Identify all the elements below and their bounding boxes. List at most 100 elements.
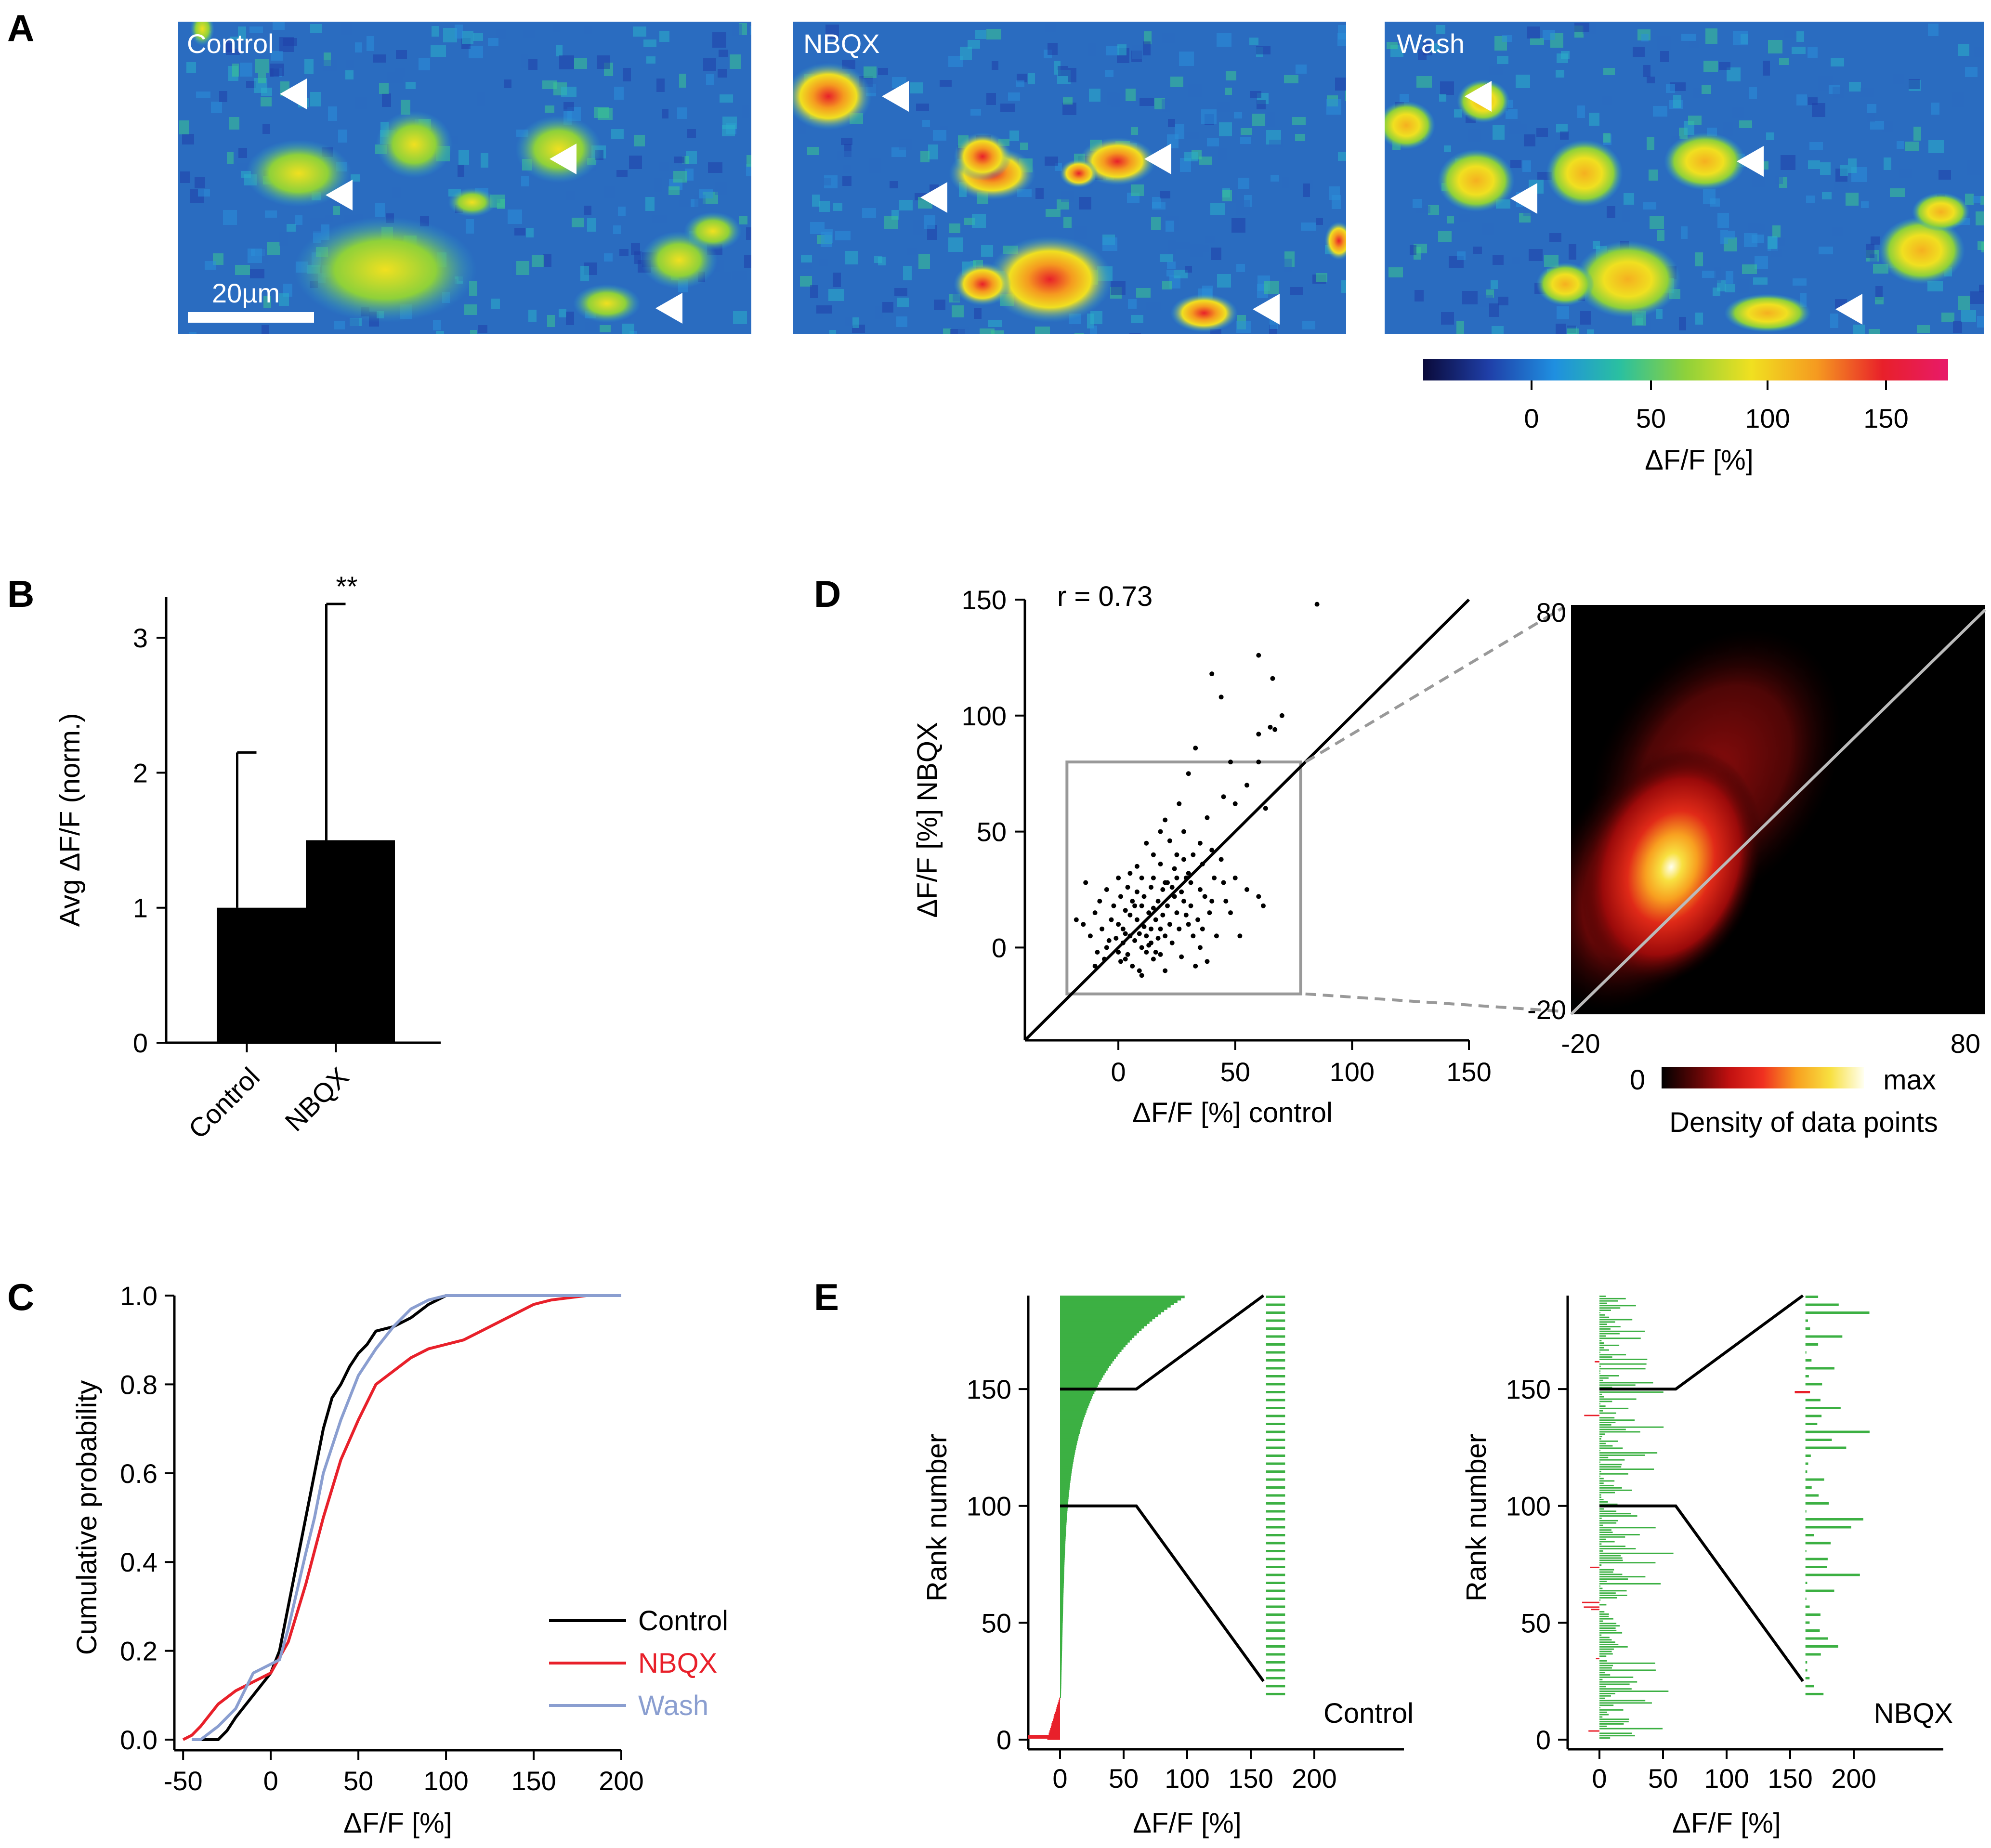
- e-rank-bar: [1599, 1487, 1622, 1489]
- e-rank-bar: [1599, 1599, 1601, 1601]
- e-rank-bar: [1599, 1637, 1610, 1638]
- d-point: [1232, 875, 1238, 880]
- noise-pixel: [1290, 287, 1303, 295]
- d-point: [1205, 815, 1210, 820]
- colorbar-a-tick-label: 0: [1524, 403, 1539, 433]
- e-rank-bar: [1599, 1466, 1622, 1468]
- density-colorbar-max: max: [1883, 1064, 1936, 1096]
- e-rank-bar: [1599, 1455, 1645, 1456]
- density-y-tick-label: 80: [1536, 597, 1566, 628]
- noise-pixel: [1111, 281, 1126, 295]
- e-inset-bar: [1805, 1439, 1832, 1441]
- e-rank-bar: [1060, 1541, 1066, 1544]
- cell-blob: [1170, 294, 1238, 332]
- e-inset-bar: [1805, 1692, 1824, 1695]
- panel-d-density: 80 -20-20 80 0 max Density of data points: [1527, 597, 1987, 1138]
- noise-pixel: [1250, 91, 1261, 98]
- cell-blob: [1575, 241, 1681, 318]
- noise-pixel: [1241, 128, 1252, 135]
- noise-pixel: [1416, 76, 1432, 88]
- noise-pixel: [273, 22, 285, 30]
- noise-pixel: [1502, 35, 1512, 42]
- noise-pixel: [1673, 95, 1681, 108]
- e-rank-bar: [1599, 1335, 1606, 1337]
- e-rank-bar: [1599, 1333, 1620, 1335]
- e-y-tick-label: 100: [1506, 1491, 1551, 1521]
- noise-pixel: [1063, 97, 1073, 105]
- noise-pixel: [616, 170, 628, 177]
- e-rank-bar: [1060, 1681, 1061, 1684]
- d-point: [1197, 887, 1203, 892]
- e-rank-bar: [1599, 1597, 1617, 1599]
- noise-pixel: [1869, 329, 1880, 334]
- e-rank-bar: [1060, 1494, 1069, 1497]
- noise-pixel: [673, 171, 687, 183]
- noise-pixel: [186, 62, 196, 73]
- noise-pixel: [730, 54, 741, 69]
- noise-pixel: [433, 320, 441, 330]
- e-inset-bar: [1805, 1645, 1838, 1648]
- d-point: [1118, 894, 1123, 899]
- e-rank-bar: [1599, 1721, 1629, 1723]
- noise-pixel: [1519, 331, 1528, 334]
- e-rank-bar: [1599, 1422, 1616, 1423]
- noise-pixel: [1436, 25, 1445, 34]
- noise-pixel: [862, 208, 876, 218]
- noise-pixel: [864, 66, 877, 78]
- d-point: [1212, 875, 1217, 880]
- e-inset-bar: [1266, 1327, 1285, 1330]
- noise-pixel: [179, 120, 189, 134]
- e-inset-bar: [1266, 1629, 1285, 1632]
- e-rank-bar: [1599, 1623, 1617, 1625]
- d-point: [1139, 875, 1144, 880]
- e-rank-bar: [1599, 1532, 1613, 1533]
- d-point: [1167, 838, 1172, 843]
- noise-pixel: [828, 289, 844, 301]
- e-rank-bar: [1599, 1669, 1656, 1671]
- e-inset-bar: [1805, 1478, 1824, 1481]
- noise-pixel: [1166, 270, 1174, 276]
- noise-pixel: [677, 107, 687, 119]
- e-rank-bar: [1060, 1672, 1062, 1675]
- e-rank-bar: [1599, 1529, 1611, 1531]
- noise-pixel: [526, 228, 534, 237]
- noise-pixel: [1175, 242, 1190, 249]
- e-rank-bar: [1599, 1716, 1603, 1718]
- e-inset-bar: [1805, 1319, 1808, 1322]
- noise-pixel: [687, 129, 696, 138]
- e-rank-bar: [1599, 1424, 1611, 1426]
- noise-pixel: [1136, 288, 1151, 298]
- noise-pixel: [1657, 36, 1671, 50]
- arrowhead-icon: [326, 180, 353, 210]
- e-rank-bar: [1060, 1314, 1158, 1317]
- cell-blob: [1536, 262, 1594, 306]
- e-inset-bar: [1805, 1423, 1818, 1425]
- d-y-tick-label: 150: [962, 585, 1007, 615]
- noise-pixel: [1105, 70, 1113, 77]
- e-x-tick-label: 200: [1831, 1763, 1876, 1794]
- noise-pixel: [1831, 58, 1844, 66]
- colorbar-a-tick-label: 50: [1636, 403, 1666, 433]
- d-point: [1149, 885, 1153, 890]
- noise-pixel: [1418, 49, 1427, 60]
- noise-pixel: [903, 266, 912, 280]
- d-point: [1144, 950, 1149, 955]
- e-rank-bar: [1052, 1721, 1060, 1724]
- e-inset-bar: [1805, 1573, 1860, 1576]
- e-rank-bar: [1599, 1725, 1607, 1727]
- d-point: [1158, 952, 1163, 957]
- noise-pixel: [1624, 193, 1634, 205]
- e-inset-bar: [1266, 1637, 1285, 1640]
- d-point: [1127, 912, 1133, 917]
- e-rank-bar: [1599, 1534, 1640, 1535]
- e-rank-bar: [1599, 1522, 1617, 1524]
- e-rank-bar: [1060, 1615, 1063, 1619]
- e-inset-bar: [1805, 1582, 1808, 1584]
- e-x-tick-label: 0: [1052, 1763, 1067, 1794]
- e-inset-bar: [1266, 1518, 1285, 1520]
- e-inset-bar: [1805, 1526, 1851, 1529]
- noise-pixel: [656, 79, 665, 92]
- e-inset-bar: [1805, 1455, 1811, 1457]
- noise-pixel: [462, 31, 473, 44]
- e-rank-bar: [1599, 1478, 1604, 1480]
